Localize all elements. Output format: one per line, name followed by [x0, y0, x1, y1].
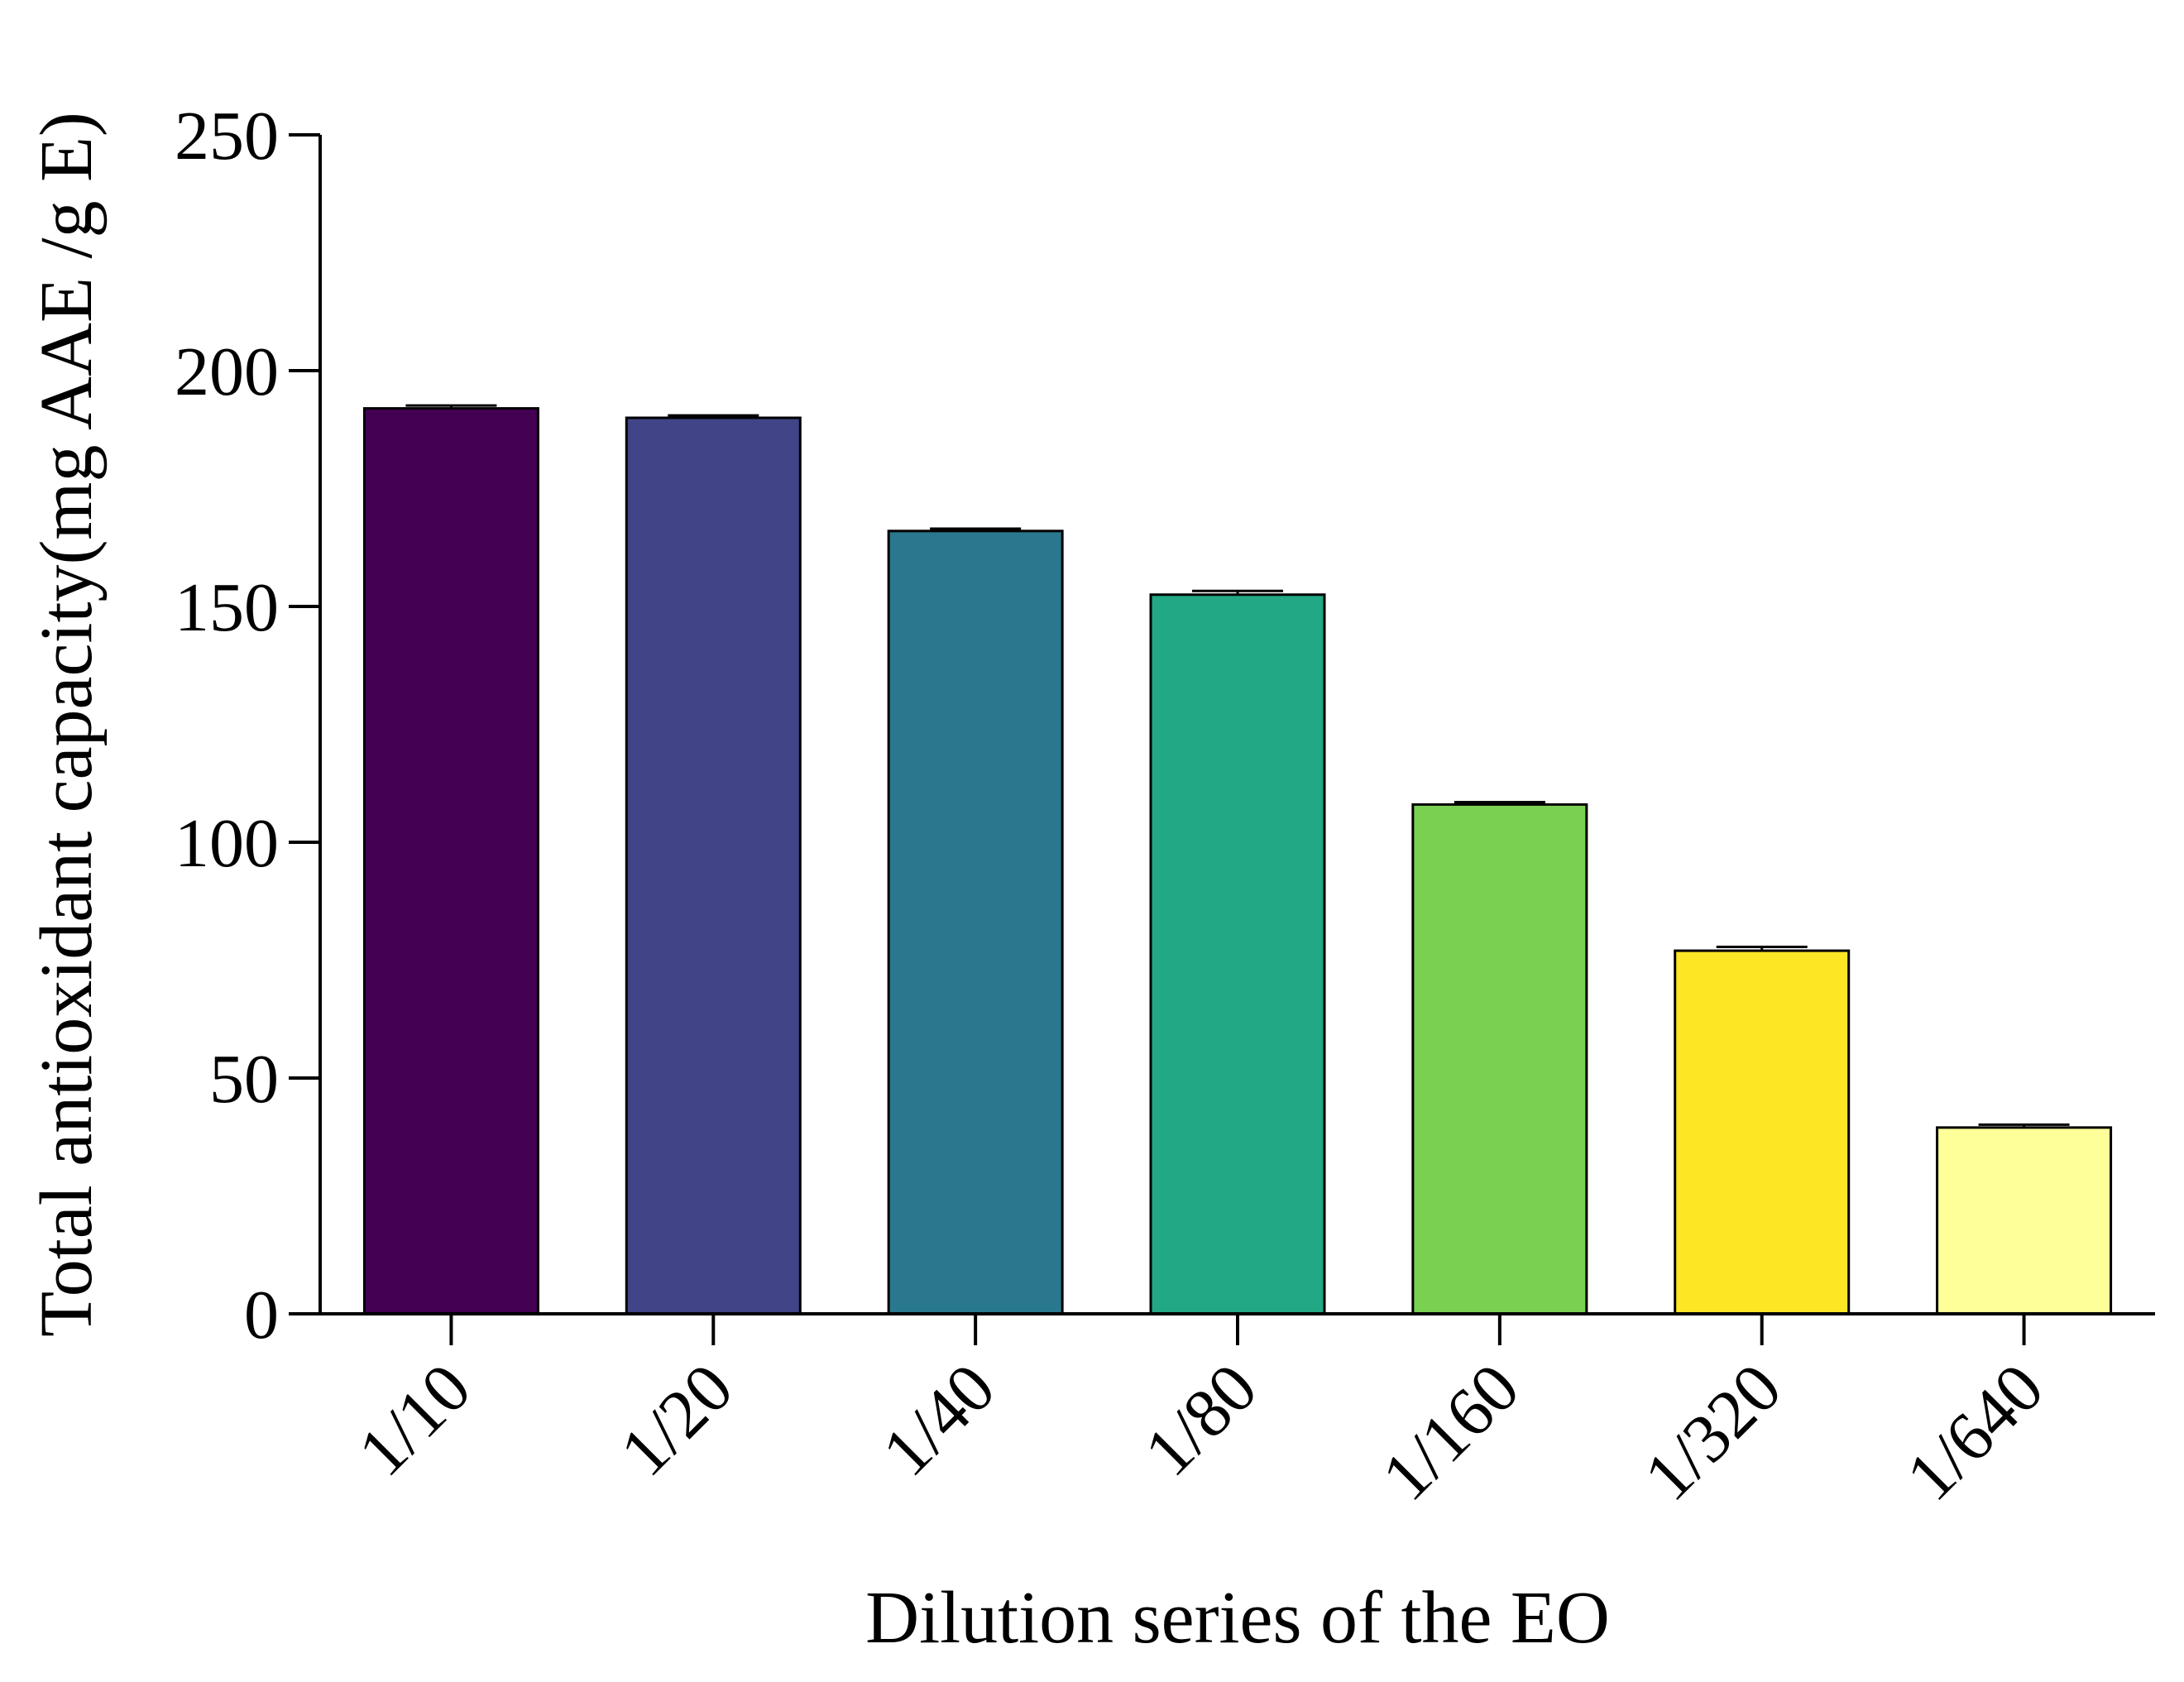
- bar: [1936, 1126, 2113, 1315]
- x-tick-label: 1/160: [1367, 1349, 1534, 1516]
- x-tick-label: 1/10: [344, 1349, 486, 1491]
- bar: [887, 530, 1064, 1315]
- y-tick-label: 250: [175, 98, 279, 175]
- y-tick-label: 0: [244, 1277, 279, 1354]
- bar: [1411, 803, 1588, 1315]
- y-tick-label: 50: [209, 1041, 279, 1118]
- x-tick-label: 1/320: [1630, 1349, 1796, 1516]
- y-tick-label: 200: [175, 333, 279, 410]
- x-tick-label: 1/80: [1130, 1349, 1272, 1491]
- y-axis-title: Total antioxidant capacity(mg AAE /g E): [26, 112, 108, 1337]
- y-ticks-group: 0 50 100 150 200 250: [175, 98, 320, 1354]
- bar: [625, 416, 802, 1315]
- x-tick-label: 1/40: [868, 1349, 1009, 1491]
- bar: [362, 407, 539, 1315]
- bar: [1674, 949, 1851, 1315]
- bars-group: [362, 407, 2113, 1315]
- x-axis-title: Dilution series of the EO: [865, 1577, 1610, 1659]
- x-tick-label: 1/640: [1892, 1349, 2058, 1516]
- error-bars-group: [405, 404, 2070, 1128]
- y-tick-label: 150: [175, 569, 279, 646]
- bar: [1149, 593, 1326, 1315]
- x-tick-label: 1/20: [606, 1349, 747, 1491]
- x-ticks-group: 1/10 1/20 1/40 1/80 1/160 1/320 1/640: [344, 1314, 2058, 1516]
- y-tick-label: 100: [175, 805, 279, 882]
